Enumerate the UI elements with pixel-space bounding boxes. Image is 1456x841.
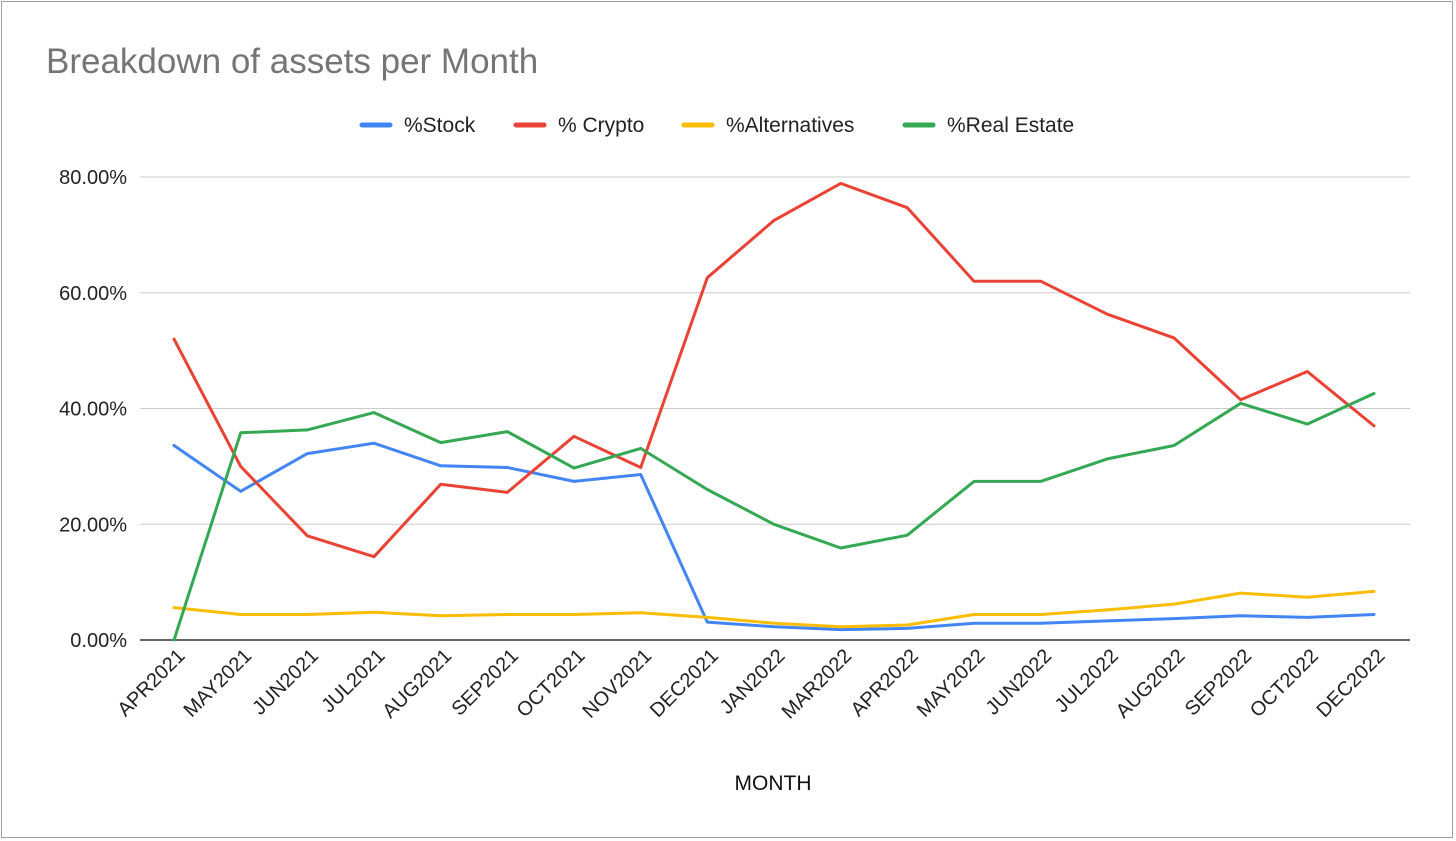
y-tick-label: 40.00% (59, 399, 127, 421)
x-tick-label: AUG2022 (1112, 645, 1190, 723)
x-axis-ticks: APR2021MAY2021JUN2021JUL2021AUG2021SEP20… (113, 645, 1389, 723)
x-tick-label: DEC2021 (646, 645, 723, 722)
x-tick-label: SEP2022 (1181, 645, 1256, 720)
x-tick-label: OCT2021 (513, 645, 590, 722)
y-axis-ticks: 0.00% 20.00% 40.00% 60.00% 80.00% (59, 167, 127, 652)
y-tick-label: 80.00% (59, 167, 127, 189)
x-tick-label: MAY2022 (913, 645, 990, 722)
y-tick-label: 20.00% (59, 514, 127, 536)
legend-label: % Crypto (558, 114, 644, 137)
x-tick-label: SEP2021 (448, 645, 523, 720)
series-line-3 (172, 392, 1376, 642)
x-tick-label: JUN2022 (982, 645, 1057, 720)
x-tick-label: APR2021 (113, 645, 189, 721)
x-tick-label: JUN2021 (248, 645, 323, 720)
x-tick-label: APR2022 (847, 645, 923, 721)
x-tick-label: DEC2022 (1313, 645, 1390, 722)
legend: %Stock % Crypto %Alternatives %Real Estate (359, 114, 1074, 137)
legend-label: %Real Estate (947, 114, 1074, 137)
series-line-0 (172, 441, 1376, 632)
series-line-2 (172, 589, 1376, 629)
y-tick-label: 0.00% (70, 630, 127, 652)
x-tick-label: MAR2022 (778, 645, 856, 723)
y-tick-label: 60.00% (59, 283, 127, 305)
gridlines (140, 176, 1410, 641)
x-tick-label: MAY2021 (180, 645, 257, 722)
x-tick-label: OCT2022 (1246, 645, 1323, 722)
legend-label: %Stock (404, 114, 476, 137)
legend-label: %Alternatives (726, 114, 854, 137)
chart-title: Breakdown of assets per Month (46, 42, 539, 81)
series-lines (172, 181, 1376, 642)
x-axis-title: MONTH (735, 772, 812, 795)
x-tick-label: AUG2021 (379, 645, 457, 723)
series-line-1 (172, 181, 1376, 559)
x-tick-label: NOV2021 (579, 645, 657, 723)
